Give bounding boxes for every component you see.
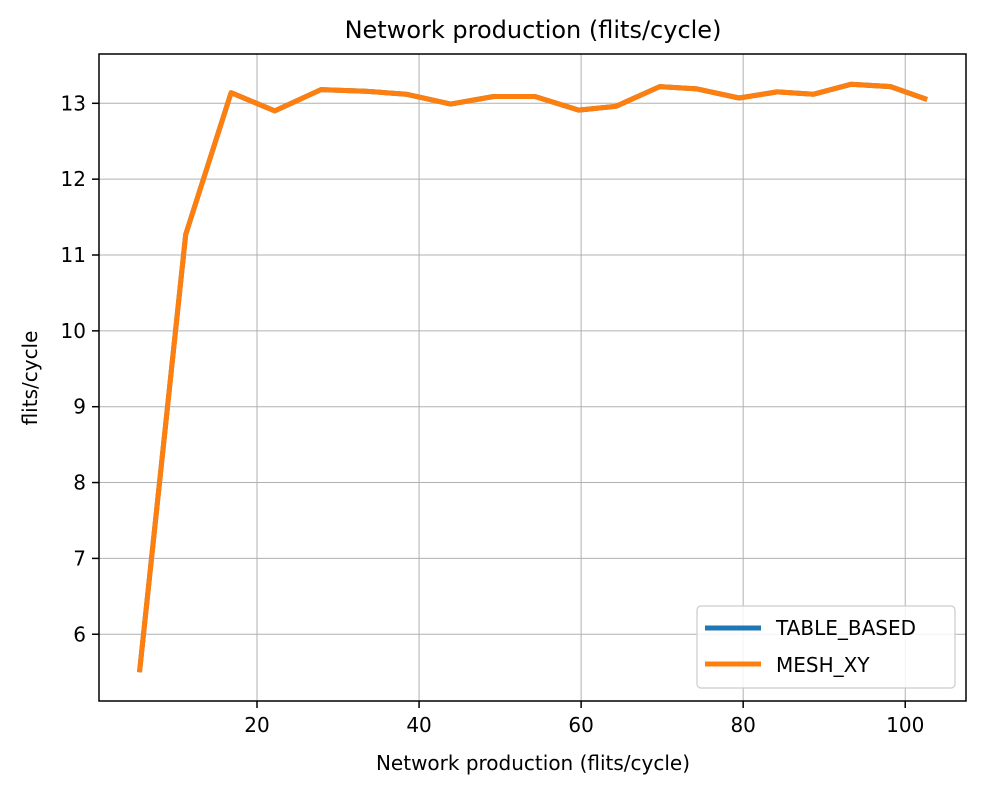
y-tick-label: 10 <box>61 319 86 343</box>
chart-title: Network production (flits/cycle) <box>345 16 722 44</box>
y-tick-label: 7 <box>73 546 86 570</box>
legend-box <box>696 605 956 689</box>
legend-label-table-based: TABLE_BASED <box>775 616 916 640</box>
y-tick-label: 13 <box>61 91 86 115</box>
x-axis-label: Network production (flits/cycle) <box>376 751 690 775</box>
legend: TABLE_BASED MESH_XY <box>696 605 956 689</box>
y-tick-label: 12 <box>61 167 86 191</box>
plot-area-frame <box>98 53 967 702</box>
y-tick-label: 8 <box>73 471 86 495</box>
y-tick-label: 6 <box>73 622 86 646</box>
x-tick-label: 20 <box>244 713 269 737</box>
x-tick-label: 100 <box>886 713 924 737</box>
x-tick-label: 40 <box>406 713 431 737</box>
x-tick-label: 80 <box>730 713 755 737</box>
series-line-mesh-xy <box>137 81 928 673</box>
y-tick-label: 9 <box>73 395 86 419</box>
y-axis-label: flits/cycle <box>18 331 42 426</box>
y-tick-label: 11 <box>61 243 86 267</box>
x-tick-label: 60 <box>568 713 593 737</box>
legend-label-mesh-xy: MESH_XY <box>776 653 870 677</box>
